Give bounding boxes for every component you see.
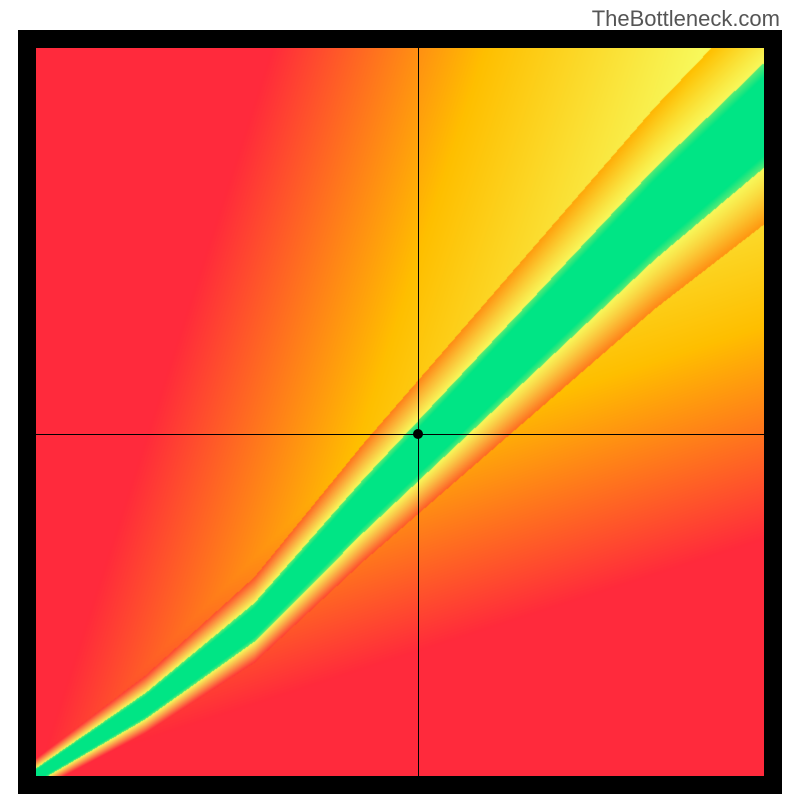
crosshair-marker: [413, 429, 423, 439]
crosshair-vertical: [418, 48, 419, 776]
heatmap-canvas: [36, 48, 764, 776]
crosshair-horizontal: [36, 434, 764, 435]
plot-border: [18, 30, 782, 794]
plot-area: [36, 48, 764, 776]
watermark-text: TheBottleneck.com: [592, 6, 780, 32]
